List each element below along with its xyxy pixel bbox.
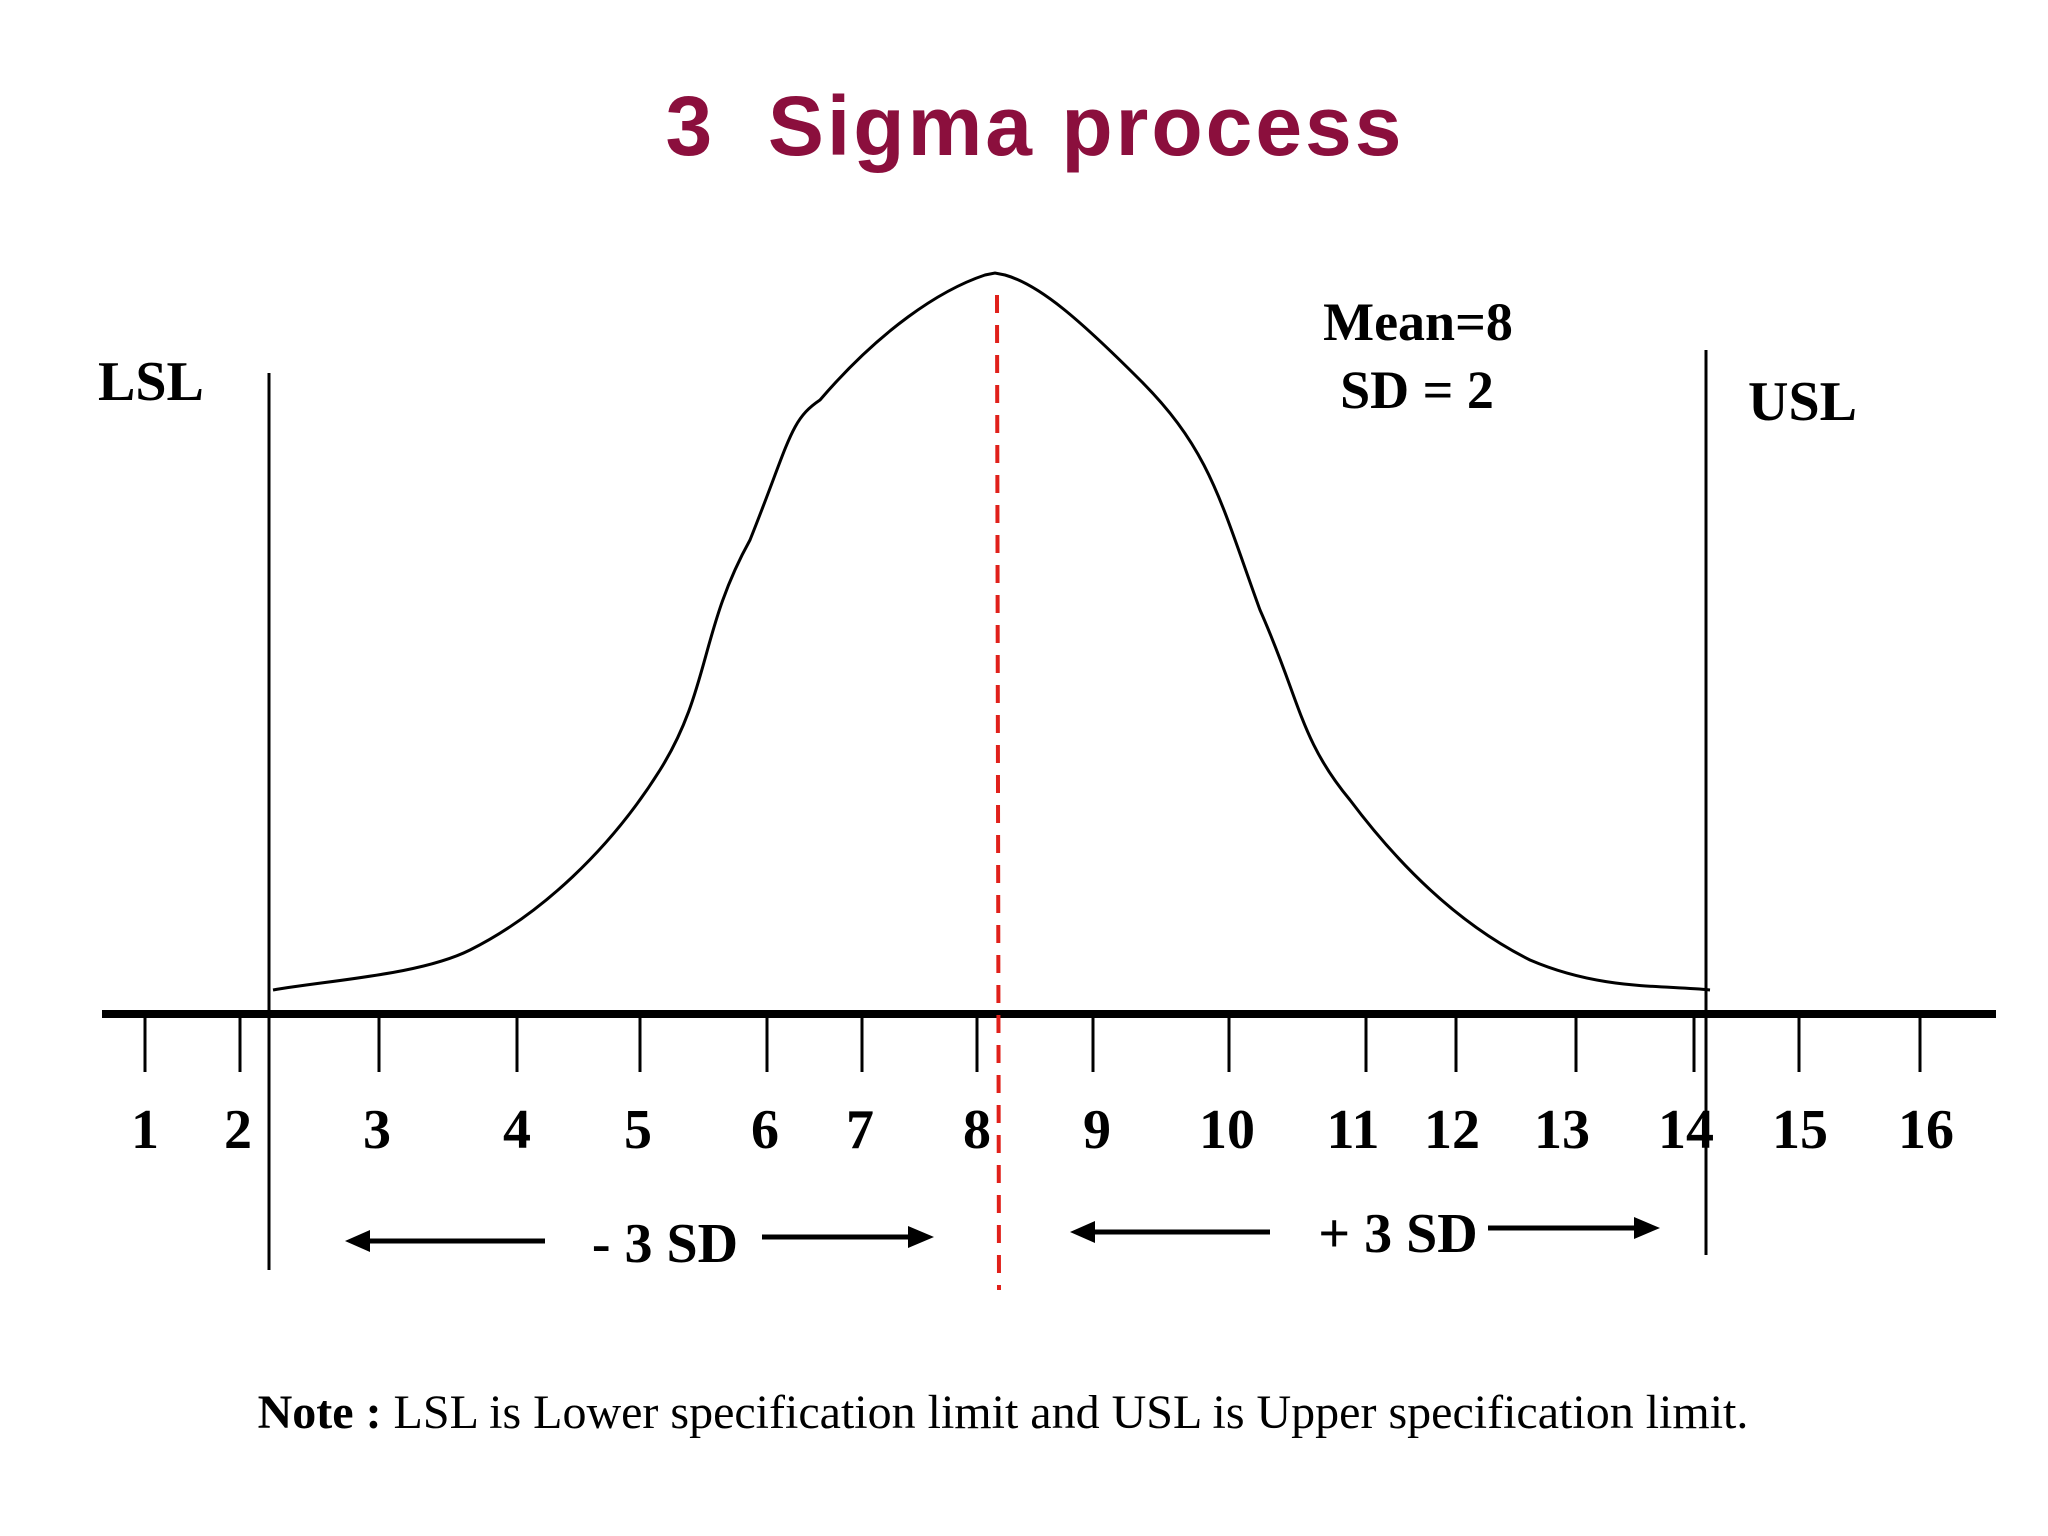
axis-tick-label: 15 bbox=[1772, 1099, 1828, 1161]
axis-tick-label: 9 bbox=[1083, 1099, 1111, 1161]
axis-tick-label: 12 bbox=[1424, 1099, 1480, 1161]
mean-line bbox=[995, 294, 1001, 1291]
usl-label: USL bbox=[1748, 371, 1857, 433]
axis-tick-label: 2 bbox=[224, 1099, 252, 1161]
note-text: LSL is Lower specification limit and USL… bbox=[382, 1386, 1749, 1439]
axis-tick-label: 11 bbox=[1327, 1099, 1380, 1161]
axis-tick-label: 16 bbox=[1898, 1099, 1954, 1161]
mean-label: Mean=8 bbox=[1323, 292, 1513, 352]
plus-sd-label: + 3 SD bbox=[1318, 1203, 1478, 1265]
axis-tick-label: 4 bbox=[503, 1099, 531, 1161]
axis-ticks: 1 2 3 4 5 6 7 8 9 10 11 12 13 14 15 16 bbox=[131, 1016, 1954, 1161]
axis-tick-label: 8 bbox=[963, 1099, 991, 1161]
axis-tick-label: 5 bbox=[624, 1099, 652, 1161]
axis-tick-label: 10 bbox=[1199, 1099, 1255, 1161]
axis-tick-label: 3 bbox=[363, 1099, 391, 1161]
minus-sd-label: - 3 SD bbox=[592, 1213, 738, 1275]
bell-curve bbox=[272, 271, 1711, 992]
minus-sd-arrows bbox=[345, 1226, 934, 1252]
plus-sd-arrows bbox=[1070, 1217, 1660, 1243]
axis-tick-label: 6 bbox=[751, 1099, 779, 1161]
page-title: 3 Sigma process bbox=[666, 79, 1405, 173]
axis-tick-label: 1 bbox=[131, 1099, 159, 1161]
axis-tick-label: 13 bbox=[1534, 1099, 1590, 1161]
note: Note : LSL is Lower specification limit … bbox=[258, 1386, 1749, 1439]
note-prefix: Note : bbox=[258, 1386, 382, 1439]
lsl-label: LSL bbox=[98, 351, 204, 413]
sd-value-label: SD = 2 bbox=[1340, 360, 1494, 420]
axis-tick-label: 14 bbox=[1658, 1099, 1714, 1161]
axis-tick-label: 7 bbox=[846, 1099, 874, 1161]
